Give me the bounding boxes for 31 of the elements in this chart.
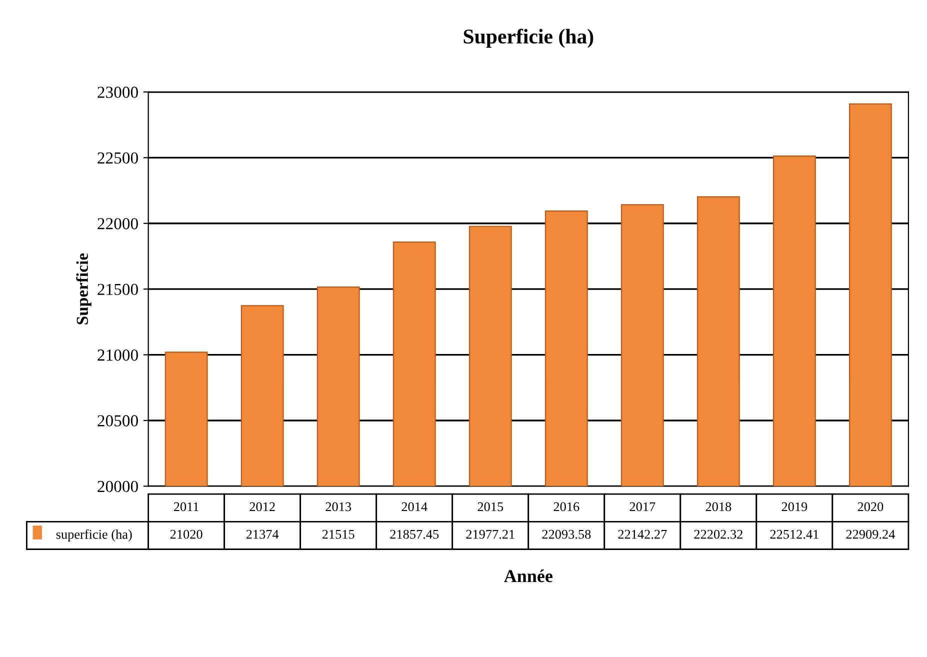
data-label: 21515 <box>322 530 354 539</box>
data-label: 22512.41 <box>770 530 818 539</box>
y-tick-label: 20000 <box>98 480 138 492</box>
x-tick-label: 2015 <box>478 502 504 512</box>
data-label: 21374 <box>246 530 279 539</box>
y-tick-label: 21000 <box>98 349 138 361</box>
x-tick-label: 2011 <box>174 502 198 512</box>
y-tick-label: 23000 <box>98 86 138 98</box>
y-tick-label: 22000 <box>98 218 138 230</box>
y-axis-title: Superficie <box>76 253 92 324</box>
data-label: 22909.24 <box>846 530 895 539</box>
data-label: 22093.58 <box>542 530 591 539</box>
x-tick-label: 2013 <box>326 502 352 512</box>
x-tick-label: 2019 <box>782 502 808 512</box>
x-tick-label: 2020 <box>858 502 884 512</box>
data-label: 21977.21 <box>466 530 514 539</box>
legend-label: superficie (ha) <box>56 529 132 542</box>
y-tick-label: 21500 <box>98 284 138 296</box>
data-label: 22142.27 <box>618 530 667 539</box>
x-tick-label: 2012 <box>250 502 275 512</box>
data-label: 21857.45 <box>390 530 439 539</box>
y-tick-label: 20500 <box>98 415 138 426</box>
x-tick-label: 2016 <box>554 502 580 512</box>
x-tick-label: 2017 <box>630 502 656 512</box>
data-label: 22202.32 <box>694 530 742 539</box>
data-label: 21020 <box>170 530 202 539</box>
x-axis-title: Année <box>504 569 552 582</box>
x-tick-label: 2014 <box>402 502 428 512</box>
chart-title: Superficie (ha) <box>464 28 594 48</box>
y-tick-label: 22500 <box>98 152 138 164</box>
x-tick-label: 2018 <box>706 502 732 512</box>
